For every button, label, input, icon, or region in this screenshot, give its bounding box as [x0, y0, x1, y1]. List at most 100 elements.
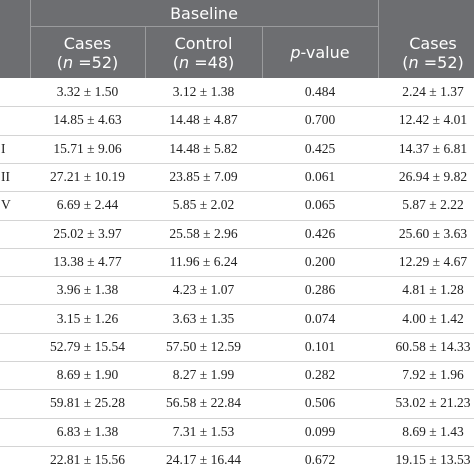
- table-cell: 8.27 ± 1.99: [172, 367, 235, 383]
- table-cell: 3.32 ± 1.50: [56, 84, 119, 100]
- row-divider: [0, 162, 474, 164]
- table-cell: 8.69 ± 1.43: [402, 423, 464, 439]
- table-cell: 19.15 ± 13.53: [395, 452, 471, 468]
- table-cell: 7.92 ± 1.96: [402, 367, 464, 383]
- table-cell: 2.24 ± 1.37: [402, 84, 464, 100]
- row-label: II: [1, 169, 10, 185]
- row-divider: [0, 361, 474, 362]
- table-cell: 0.200: [304, 253, 336, 269]
- table-cell: 22.81 ± 15.56: [50, 452, 125, 468]
- column-n: (n =52): [57, 53, 118, 72]
- table-cell: 24.17 ± 16.44: [166, 452, 241, 468]
- table-cell: 57.50 ± 12.59: [166, 338, 241, 354]
- table-cell: 59.81 ± 25.28: [50, 395, 125, 411]
- text-part: p: [290, 43, 301, 62]
- text-part: n: [408, 52, 419, 72]
- table-cell: 3.63 ± 1.35: [172, 310, 235, 326]
- column-name: Cases: [63, 33, 112, 53]
- table-cell: 4.23 ± 1.07: [172, 282, 235, 298]
- table-cell: 0.700: [304, 112, 336, 128]
- table-cell: 25.60 ± 3.63: [398, 225, 468, 241]
- table-cell: 11.96 ± 6.24: [169, 253, 238, 269]
- header-divider: [30, 0, 31, 78]
- table-cell: 0.506: [304, 395, 336, 411]
- header-divider: [262, 26, 263, 78]
- table-cell: 15.71 ± 9.06: [53, 140, 122, 156]
- row-divider: [0, 445, 474, 447]
- text-part: =52): [73, 52, 119, 72]
- table-cell: 0.426: [304, 225, 336, 241]
- table-cell: 14.85 ± 4.63: [53, 112, 122, 128]
- table-cell: 23.85 ± 7.09: [169, 169, 238, 185]
- table-cell: 5.85 ± 2.02: [172, 197, 235, 213]
- row-divider: [0, 247, 474, 249]
- column-n: (n =48): [173, 53, 234, 72]
- header-band: [0, 0, 474, 78]
- table-cell: 13.38 ± 4.77: [53, 253, 122, 269]
- text-part: (: [172, 52, 179, 72]
- header-divider: [30, 26, 378, 27]
- column-header: Control (n =48): [145, 27, 262, 78]
- column-name: p-value: [290, 43, 349, 62]
- column-name: Control: [174, 33, 233, 53]
- text-part: n: [63, 52, 74, 72]
- row-label: I: [1, 140, 6, 156]
- row-divider: [0, 389, 474, 391]
- table-cell: 14.48 ± 4.87: [169, 112, 238, 128]
- row-divider: [0, 106, 474, 108]
- table-cell: 0.484: [304, 84, 336, 100]
- table-cell: 4.00 ± 1.42: [402, 310, 464, 326]
- table-cell: 25.02 ± 3.97: [53, 225, 122, 241]
- column-header: Cases (n =52): [30, 27, 145, 78]
- text-part: n: [179, 52, 190, 72]
- table-cell: 14.48 ± 5.82: [169, 140, 238, 156]
- table-cell: 52.79 ± 15.54: [50, 338, 125, 354]
- table-cell: 8.69 ± 1.90: [56, 367, 119, 383]
- table-cell: 6.69 ± 2.44: [56, 197, 119, 213]
- row-divider: [0, 332, 474, 334]
- table-cell: 0.065: [304, 197, 336, 213]
- table-cell: 0.061: [304, 169, 336, 185]
- table-cell: 0.286: [304, 282, 336, 298]
- group-header: Baseline: [170, 3, 238, 23]
- header-divider: [145, 26, 146, 78]
- table-cell: 0.101: [304, 338, 336, 354]
- row-divider: [0, 191, 474, 193]
- header-divider: [378, 0, 379, 78]
- table-cell: 0.425: [304, 140, 336, 156]
- table-cell: 56.58 ± 22.84: [166, 395, 241, 411]
- table-cell: 14.37 ± 6.81: [398, 140, 468, 156]
- column-header: p-value: [262, 27, 378, 78]
- table-cell: 3.12 ± 1.38: [172, 84, 235, 100]
- row-label: V: [1, 197, 11, 213]
- table-cell: 27.21 ± 10.19: [50, 169, 125, 185]
- table-cell: 4.81 ± 1.28: [402, 282, 464, 298]
- table-cell: 26.94 ± 9.82: [398, 169, 468, 185]
- table-cell: 5.87 ± 2.22: [402, 197, 464, 213]
- table-cell: 0.672: [304, 452, 336, 468]
- row-divider: [0, 417, 474, 419]
- column-n: (n =52): [402, 53, 463, 72]
- table-cell: 0.099: [304, 423, 336, 439]
- table-cell: 7.31 ± 1.53: [172, 423, 235, 439]
- table-cell: 25.58 ± 2.96: [169, 225, 238, 241]
- text-part: =48): [189, 52, 235, 72]
- table-cell: 12.29 ± 4.67: [398, 253, 468, 269]
- column-header: Cases (n =52): [378, 27, 474, 78]
- text-part: (: [402, 52, 409, 72]
- text-part: -value: [300, 43, 350, 62]
- table-cell: 60.58 ± 14.33: [395, 338, 471, 354]
- row-divider: [0, 276, 474, 278]
- row-divider: [0, 134, 474, 136]
- row-divider: [0, 304, 474, 306]
- table-cell: 0.282: [304, 367, 336, 383]
- table-cell: 53.02 ± 21.23: [395, 395, 471, 411]
- row-divider: [0, 219, 474, 221]
- table-cell: 3.96 ± 1.38: [56, 282, 119, 298]
- table-cell: 6.83 ± 1.38: [56, 423, 119, 439]
- text-part: =52): [418, 52, 464, 72]
- table-cell: 3.15 ± 1.26: [56, 310, 119, 326]
- table-cell: 12.42 ± 4.01: [398, 112, 468, 128]
- table-cell: 0.074: [304, 310, 336, 326]
